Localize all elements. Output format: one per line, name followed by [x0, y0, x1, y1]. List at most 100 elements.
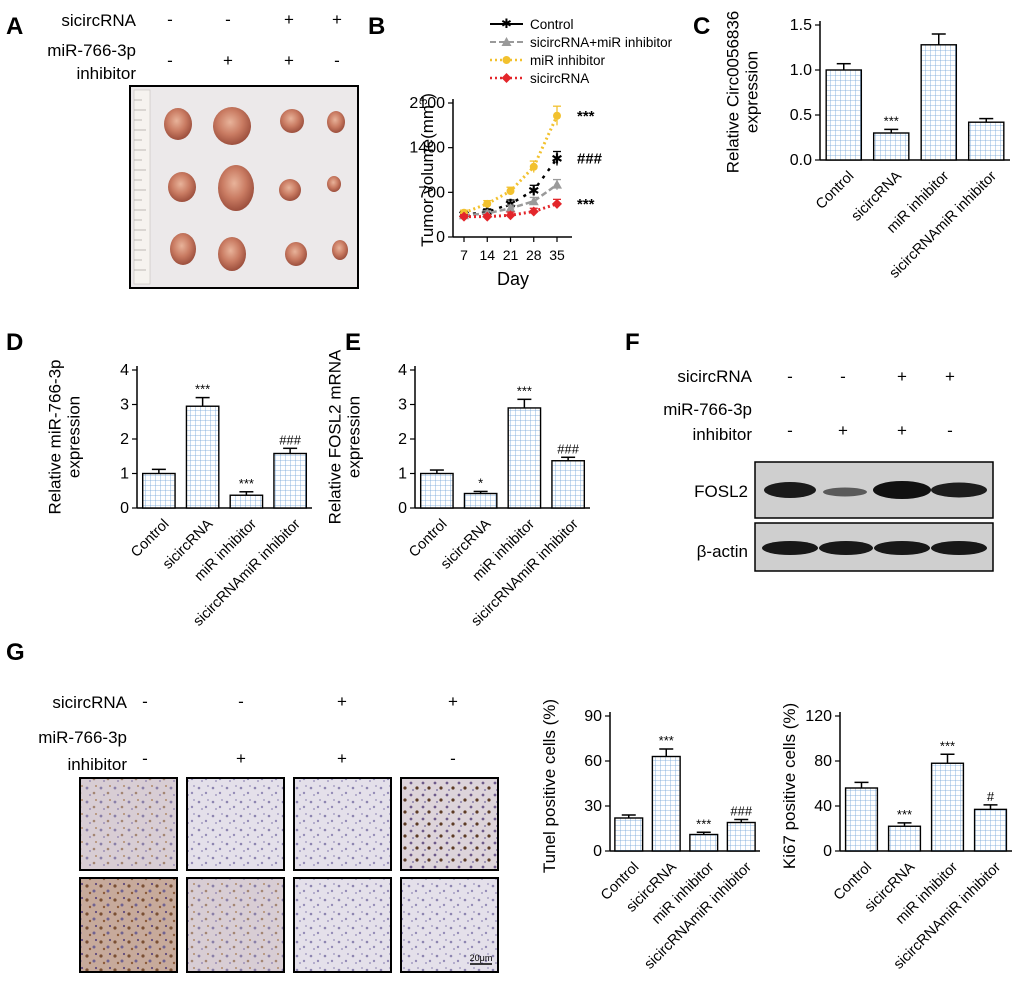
legend-marker-sicirc: [501, 73, 512, 83]
sign: -: [334, 51, 340, 70]
y-tick-label: 40: [814, 798, 832, 815]
bar: [229, 494, 264, 509]
tumor-sample: [164, 108, 192, 140]
y-axis-label: Ki67 positive cells (%): [780, 703, 799, 869]
y-tick-label: 2100: [409, 95, 445, 112]
y-tick-label: 700: [418, 184, 445, 201]
tumor-sample: [327, 111, 345, 133]
inhibitor-label-line1: miR-766-3p: [47, 41, 136, 60]
f-sicircrna-label: sicircRNA: [677, 367, 752, 386]
tumor-photo: [129, 85, 359, 289]
data-point: ✱: [551, 151, 563, 167]
bar: [920, 44, 958, 161]
y-tick-label: 1400: [409, 140, 445, 157]
sign: -: [225, 10, 231, 29]
f-inhibitor-label-line2: inhibitor: [692, 425, 752, 444]
panel-c-bar-chart: 0.0 0.5 1.0 1.5 Relative Circ0056836 expressi…: [724, 11, 1010, 282]
panel-f-western-blot: sicircRNA miR-766-3p inhibitor - - + + -…: [663, 367, 994, 572]
band: [819, 541, 873, 555]
band: [823, 487, 867, 497]
y-axis-label: Tunel positive cells (%): [540, 699, 559, 873]
y-axis-label: Tumor volume(mm3): [418, 93, 437, 247]
y-axis-label: Relative FOSL2 mRNA: [326, 349, 345, 524]
y-tick-label: 0: [593, 843, 602, 860]
y-tick-label: 90: [584, 708, 602, 725]
sign: +: [337, 749, 347, 768]
legend-control: Control: [530, 17, 574, 32]
band: [764, 482, 816, 498]
bar: [507, 407, 542, 509]
bar: [726, 821, 756, 852]
significance-label: ***: [884, 113, 899, 128]
x-tick-label: 14: [479, 247, 495, 263]
sign: -: [947, 421, 953, 440]
y-tick-label: 0.0: [790, 152, 812, 169]
ruler: [133, 89, 151, 285]
y-axis-label: expression: [65, 396, 84, 478]
sign: +: [945, 367, 955, 386]
legend-marker-control: ✱: [501, 16, 512, 31]
data-point: [552, 179, 562, 189]
data-point: [528, 206, 539, 217]
panel-label-a: A: [6, 13, 23, 40]
sign: -: [840, 367, 846, 386]
band: [762, 541, 818, 555]
ihc-image: [186, 777, 285, 871]
bar: [185, 405, 220, 509]
x-axis-label: Day: [497, 269, 529, 289]
bar: [844, 787, 879, 852]
y-tick-label: 1.5: [790, 17, 812, 34]
y-tick-label: 1.0: [790, 62, 812, 79]
bar: [967, 121, 1005, 161]
data-point: [482, 211, 493, 222]
tumor-sample: [218, 165, 254, 211]
g-sicircrna-label: sicircRNA: [52, 693, 127, 712]
sign: +: [284, 10, 294, 29]
sign: -: [787, 367, 793, 386]
sicircrna-label: sicircRNA: [61, 11, 136, 30]
significance-label: ***: [577, 108, 595, 125]
bar: [872, 132, 910, 161]
y-axis-label: Relative miR-766-3p: [46, 360, 65, 515]
bar: [551, 460, 586, 509]
panel-label-d: D: [6, 329, 23, 356]
y-axis-label: expression: [345, 396, 364, 478]
ihc-image: [400, 777, 499, 871]
band: [874, 541, 930, 555]
bar: [651, 755, 681, 852]
data-point: [505, 203, 516, 213]
panel-label-c: C: [693, 13, 710, 40]
bar: [887, 825, 922, 852]
bar: [930, 762, 965, 852]
panel-label-b: B: [368, 13, 385, 40]
y-tick-label: 120: [805, 708, 832, 725]
tumor-sample: [213, 107, 251, 145]
x-tick-label: 28: [526, 247, 542, 263]
y-tick-label: 4: [398, 362, 407, 379]
sign: -: [142, 692, 148, 711]
data-point: [553, 111, 561, 120]
significance-label: ***: [940, 738, 955, 753]
sign: -: [167, 10, 173, 29]
bar: [973, 808, 1008, 852]
significance-label: *: [478, 475, 483, 490]
x-tick-label: 21: [503, 247, 519, 263]
ihc-image: [400, 877, 499, 973]
blot-label-fosl2: FOSL2: [694, 482, 748, 501]
data-point: [459, 211, 469, 222]
tumor-sample: [327, 176, 341, 192]
significance-label: ***: [696, 816, 711, 831]
y-tick-label: 1: [398, 466, 407, 483]
ihc-image: [79, 777, 178, 871]
y-tick-label: 3: [120, 397, 129, 414]
legend-combo: sicircRNA+miR inhibitor: [530, 35, 673, 50]
sign: +: [838, 421, 848, 440]
panel-label-f: F: [625, 329, 640, 356]
panel-g-ihc-images: 20μm: [79, 777, 499, 973]
sign: +: [448, 692, 458, 711]
x-tick-label: 35: [549, 247, 565, 263]
sign: -: [787, 421, 793, 440]
y-axis-label: expression: [743, 51, 762, 133]
x-tick-label: Control: [813, 168, 857, 212]
